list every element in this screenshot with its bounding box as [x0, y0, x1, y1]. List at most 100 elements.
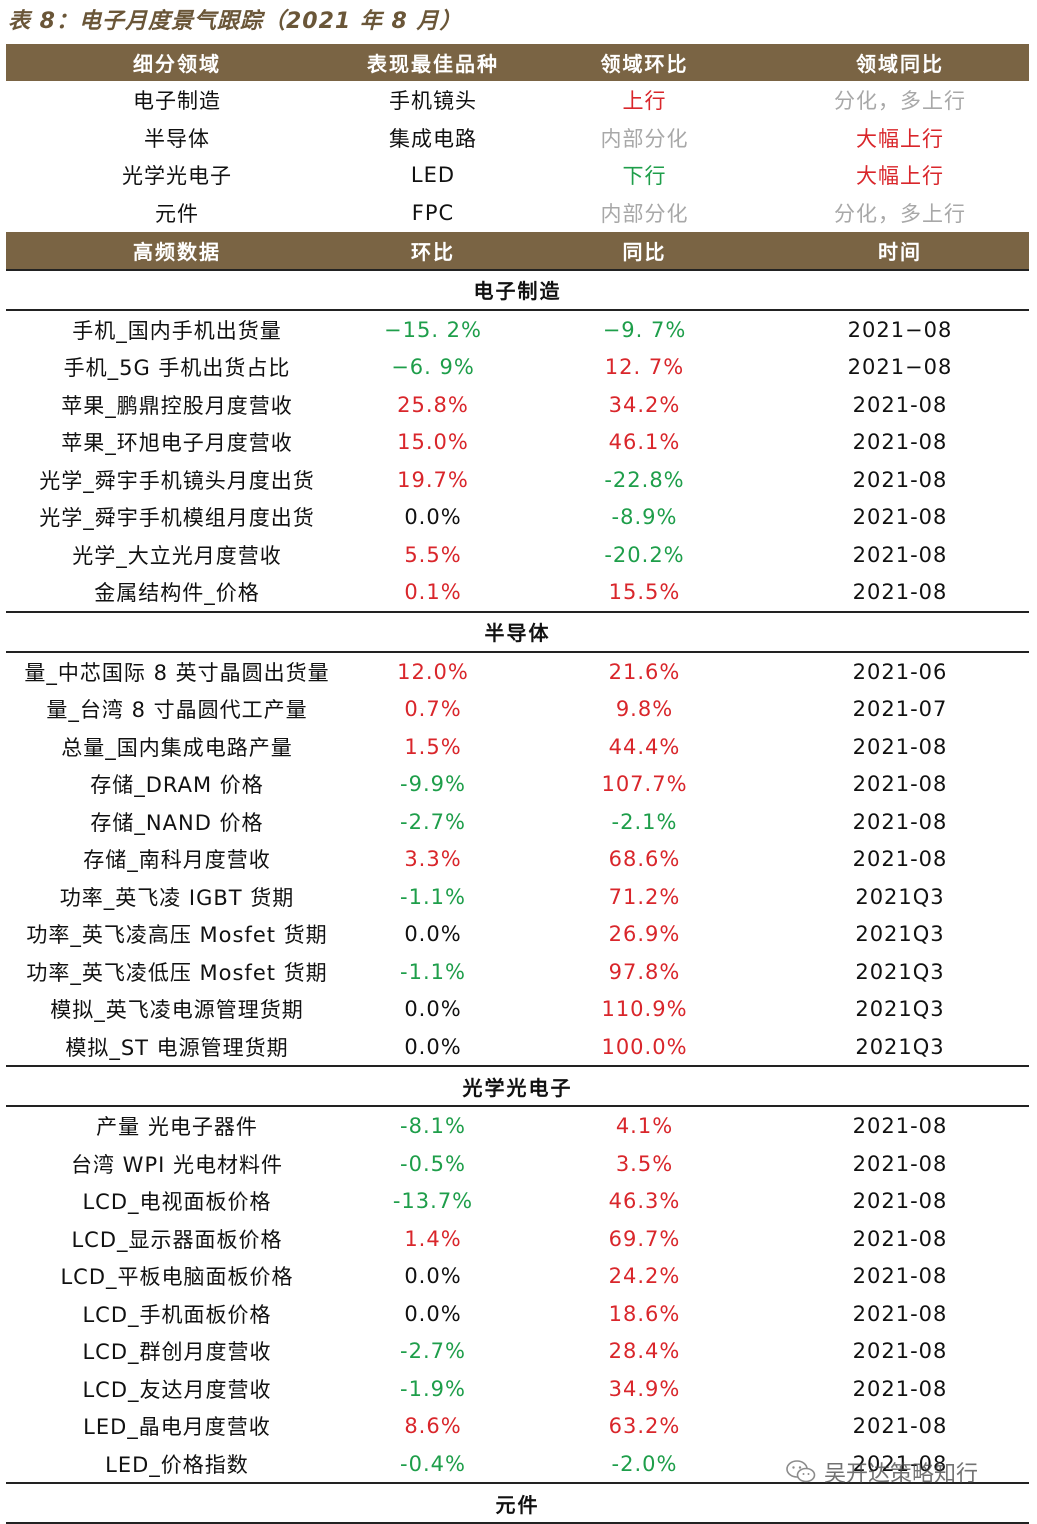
yoy-cell: 26.9%: [608, 922, 681, 946]
time-cell: 2021-08: [852, 1114, 948, 1138]
item-cell: LCD_显示器面板价格: [71, 1227, 283, 1252]
table-row: LCD_友达月度营收 -1.9% 34.9% 2021-08: [6, 1370, 1029, 1408]
yoy-cell: 34.2%: [608, 392, 681, 417]
item-cell: 量_中芯国际 8 英寸晶圆出货量: [24, 660, 330, 685]
domain-cell: 元件: [155, 201, 199, 226]
item-cell: 模拟_ST 电源管理货期: [65, 1035, 289, 1060]
yoy-cell: 大幅上行: [856, 164, 944, 189]
yoy-cell: 71.2%: [608, 884, 681, 909]
table-row: LCD_显示器面板价格 1.4% 69.7% 2021-08: [6, 1220, 1029, 1258]
mom-cell: 内部分化: [600, 201, 689, 226]
yoy-cell: 分化，多上行: [834, 201, 966, 226]
yoy-cell: 34.9%: [608, 1376, 681, 1401]
mom-cell: 0.0%: [404, 1034, 462, 1059]
summary-row: 电子制造 手机镜头 上行 分化，多上行: [6, 81, 1029, 119]
time-cell: 2021-08: [852, 734, 948, 759]
time-cell: 2021-06: [852, 659, 948, 684]
mom-cell: 15.0%: [397, 430, 469, 454]
best-cell: 集成电路: [389, 126, 477, 151]
item-cell: LCD_群创月度营收: [82, 1340, 272, 1364]
mom-cell: 12.0%: [397, 659, 469, 684]
header-cell: 领域环比: [518, 44, 771, 81]
mom-cell: -0.5%: [400, 1151, 466, 1176]
yoy-cell: 3.5%: [615, 1151, 674, 1176]
mom-cell: 1.4%: [404, 1226, 462, 1251]
yoy-cell: 15.5%: [608, 580, 681, 604]
table-row: LCD_电视面板价格 -13.7% 46.3% 2021-08: [6, 1182, 1029, 1220]
yoy-cell: -2.0%: [611, 1451, 678, 1476]
time-cell: 2021-08: [852, 1301, 948, 1326]
best-cell: LED: [410, 163, 456, 188]
table-row: 金属结构件_价格 0.1% 15.5% 2021-08: [6, 573, 1029, 612]
time-cell: 2021-08: [852, 1189, 948, 1213]
table-row: 量_台湾 8 寸晶圆代工产量 0.7% 9.8% 2021-07: [6, 690, 1029, 728]
yoy-cell: 18.6%: [608, 1301, 681, 1326]
table-row: LED_价格指数 -0.4% -2.0% 2021-08: [6, 1445, 1029, 1484]
item-cell: LCD_手机面板价格: [82, 1302, 272, 1327]
table-row: 光学_大立光月度营收 5.5% -20.2% 2021-08: [6, 536, 1029, 574]
header-cell: 高频数据: [6, 231, 348, 270]
section-title: 光学光电子: [6, 1065, 1029, 1108]
mom-cell: −6. 9%: [391, 355, 475, 379]
yoy-cell: 100.0%: [601, 1034, 688, 1059]
summary-row: 半导体 集成电路 内部分化 大幅上行: [6, 119, 1029, 157]
item-cell: 苹果_鹏鼎控股月度营收: [61, 393, 293, 418]
item-cell: LED_晶电月度营收: [83, 1415, 271, 1439]
mom-cell: -2.7%: [400, 809, 466, 834]
item-cell: 功率_英飞凌 IGBT 货期: [59, 885, 295, 910]
item-cell: 存储_南科月度营收: [83, 848, 271, 872]
section-row: 半导体: [6, 610, 1029, 653]
mom-cell: -1.9%: [400, 1376, 466, 1401]
watermark: 吴开达策略知行: [786, 1452, 978, 1492]
wechat-icon: [786, 1460, 816, 1483]
mom-cell: 5.5%: [404, 542, 462, 567]
table-row: 台湾 WPI 光电材料件 -0.5% 3.5% 2021-08: [6, 1145, 1029, 1183]
watermark-text: 吴开达策略知行: [824, 1462, 979, 1487]
mom-cell: 0.1%: [404, 580, 462, 604]
table-row: 苹果_鹏鼎控股月度营收 25.8% 34.2% 2021-08: [6, 386, 1029, 424]
mom-cell: 下行: [622, 164, 667, 189]
table-row: 存储_DRAM 价格 -9.9% 107.7% 2021-08: [6, 765, 1029, 803]
item-cell: 光学_舜宇手机模组月度出货: [39, 506, 315, 530]
mom-cell: 1.5%: [404, 734, 462, 759]
time-cell: 2021-08: [852, 1226, 948, 1251]
table-row: LCD_群创月度营收 -2.7% 28.4% 2021-08: [6, 1332, 1029, 1370]
item-cell: 光学_舜宇手机镜头月度出货: [39, 468, 315, 493]
time-cell: 2021-08: [852, 809, 948, 834]
domain-cell: 光学光电子: [122, 164, 232, 189]
mom-cell: -13.7%: [392, 1189, 474, 1213]
item-cell: 苹果_环旭电子月度营收: [61, 431, 293, 455]
header-cell: 同比: [518, 231, 771, 270]
item-cell: 量_台湾 8 寸晶圆代工产量: [46, 698, 308, 722]
yoy-cell: −9. 7%: [602, 317, 687, 342]
time-cell: 2021-08: [852, 542, 948, 567]
table-row: 存储_NAND 价格 -2.7% -2.1% 2021-08: [6, 803, 1029, 841]
mom-cell: 0.0%: [404, 922, 462, 946]
time-cell: 2021-08: [852, 392, 948, 417]
detail-header-row: 高频数据 环比 同比 时间: [6, 231, 1029, 270]
time-cell: 2021−08: [847, 355, 953, 379]
item-cell: 功率_英飞凌低压 Mosfet 货期: [26, 960, 328, 985]
table-row: 功率_英飞凌低压 Mosfet 货期 -1.1% 97.8% 2021Q3: [6, 953, 1029, 991]
time-cell: 2021-08: [852, 580, 948, 604]
time-cell: 2021Q3: [855, 1034, 945, 1059]
mom-cell: -2.7%: [400, 1339, 466, 1363]
time-cell: 2021-08: [852, 467, 948, 492]
table-row: 产量 光电子器件 -8.1% 4.1% 2021-08: [6, 1106, 1029, 1145]
yoy-cell: 大幅上行: [856, 126, 944, 151]
table-row: 模拟_ST 电源管理货期 0.0% 100.0% 2021Q3: [6, 1028, 1029, 1067]
yoy-cell: 68.6%: [608, 847, 681, 871]
table-row: 光学_舜宇手机模组月度出货 0.0% -8.9% 2021-08: [6, 498, 1029, 536]
yoy-cell: 110.9%: [601, 997, 688, 1021]
mom-cell: 19.7%: [397, 467, 469, 492]
item-cell: 功率_英飞凌高压 Mosfet 货期: [26, 923, 328, 947]
item-cell: 手机_国内手机出货量: [72, 318, 282, 343]
item-cell: 手机_5G 手机出货占比: [63, 356, 291, 380]
item-cell: LCD_友达月度营收: [82, 1377, 272, 1402]
mom-cell: -1.1%: [400, 959, 466, 984]
item-cell: 存储_DRAM 价格: [90, 773, 264, 797]
mom-cell: 0.0%: [404, 997, 462, 1021]
item-cell: 产量 光电子器件: [96, 1115, 258, 1139]
yoy-cell: 9.8%: [615, 697, 674, 721]
summary-row: 光学光电子 LED 下行 大幅上行: [6, 156, 1029, 194]
